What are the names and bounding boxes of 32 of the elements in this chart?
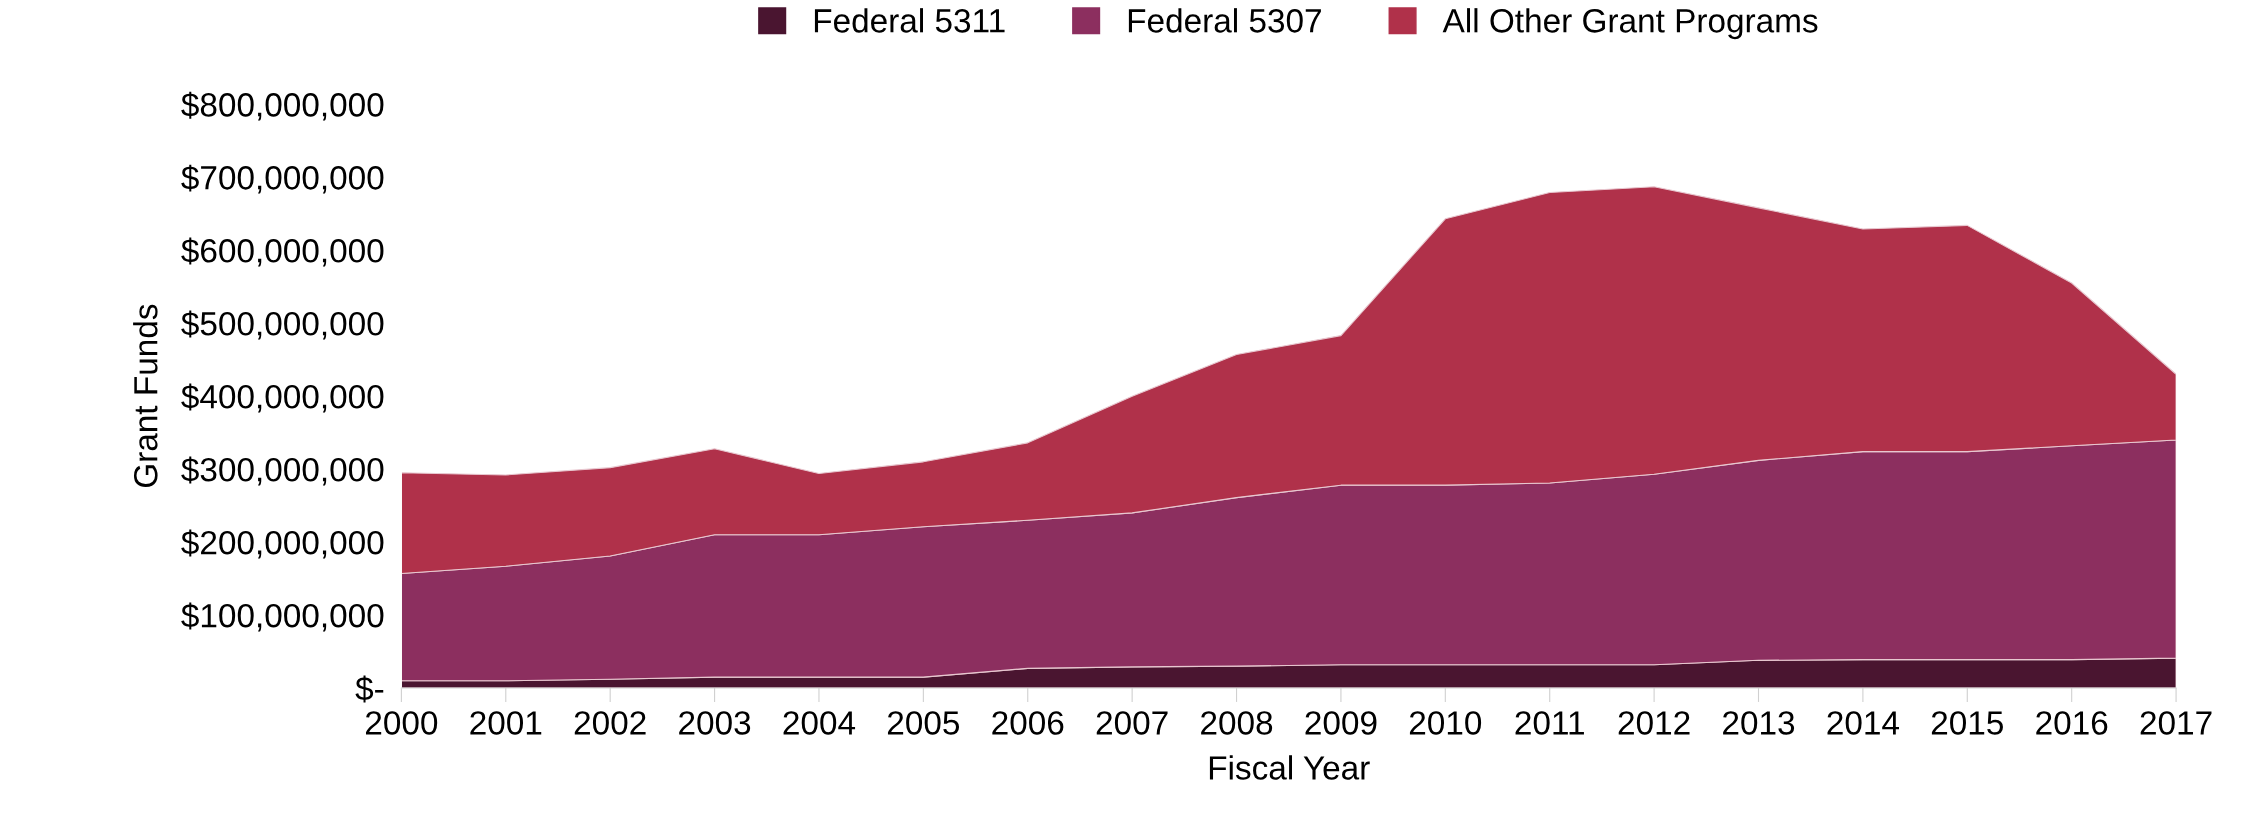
y-tick-label: $100,000,000	[181, 602, 384, 632]
x-axis-title: Fiscal Year	[1209, 755, 1370, 780]
x-tick-label: 2011	[1515, 711, 1584, 735]
x-tick-label: 2017	[2140, 711, 2212, 735]
legend-label: All Other Grant Programs	[1442, 8, 1818, 40]
x-tick-label: 2014	[1827, 711, 1899, 735]
y-tick-label: $800,000,000	[181, 91, 384, 121]
y-tick-label: $300,000,000	[181, 456, 384, 486]
x-tick-label: 2002	[574, 711, 646, 735]
y-tick-label: $700,000,000	[181, 164, 384, 194]
x-tick-label: 2001	[470, 711, 542, 735]
x-tick-label: 2008	[1201, 711, 1273, 735]
x-tick-label: 2005	[887, 711, 960, 735]
x-tick-label: 2006	[992, 711, 1064, 735]
y-axis-title: Grant Funds	[133, 304, 158, 488]
y-tick-label: $600,000,000	[181, 237, 384, 267]
y-tick-label: $-	[355, 675, 384, 703]
x-tick-label: 2012	[1618, 711, 1690, 735]
legend-label: Federal 5307	[1128, 8, 1321, 33]
x-tick-label: 2004	[783, 711, 856, 735]
x-tick-label: 2016	[2036, 711, 2108, 735]
x-tick-label: 2003	[679, 711, 751, 735]
x-tick-label: 2015	[1931, 711, 2003, 735]
legend-label: Federal 5311	[814, 8, 1005, 33]
x-tick-label: 2013	[1723, 711, 1795, 735]
x-tick-label: 2000	[365, 711, 438, 735]
y-tick-label: $400,000,000	[181, 383, 384, 413]
x-tick-label: 2007	[1096, 711, 1168, 735]
y-tick-label: $200,000,000	[181, 529, 384, 559]
y-tick-label: $500,000,000	[181, 310, 384, 340]
x-tick-label: 2010	[1409, 711, 1482, 735]
x-tick-label: 2009	[1305, 711, 1377, 735]
